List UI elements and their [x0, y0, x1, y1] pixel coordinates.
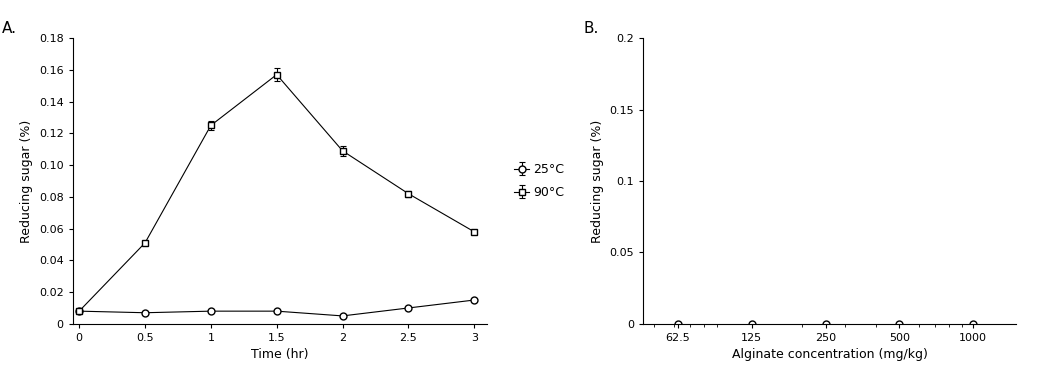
Text: A.: A. — [2, 21, 17, 36]
X-axis label: Alginate concentration (mg/kg): Alginate concentration (mg/kg) — [732, 349, 927, 362]
Legend: 25°C, 90°C: 25°C, 90°C — [514, 163, 564, 199]
Y-axis label: Reducing sugar (%): Reducing sugar (%) — [21, 119, 33, 243]
Y-axis label: Reducing sugar (%): Reducing sugar (%) — [591, 119, 604, 243]
Text: B.: B. — [583, 21, 598, 36]
X-axis label: Time (hr): Time (hr) — [251, 349, 309, 362]
